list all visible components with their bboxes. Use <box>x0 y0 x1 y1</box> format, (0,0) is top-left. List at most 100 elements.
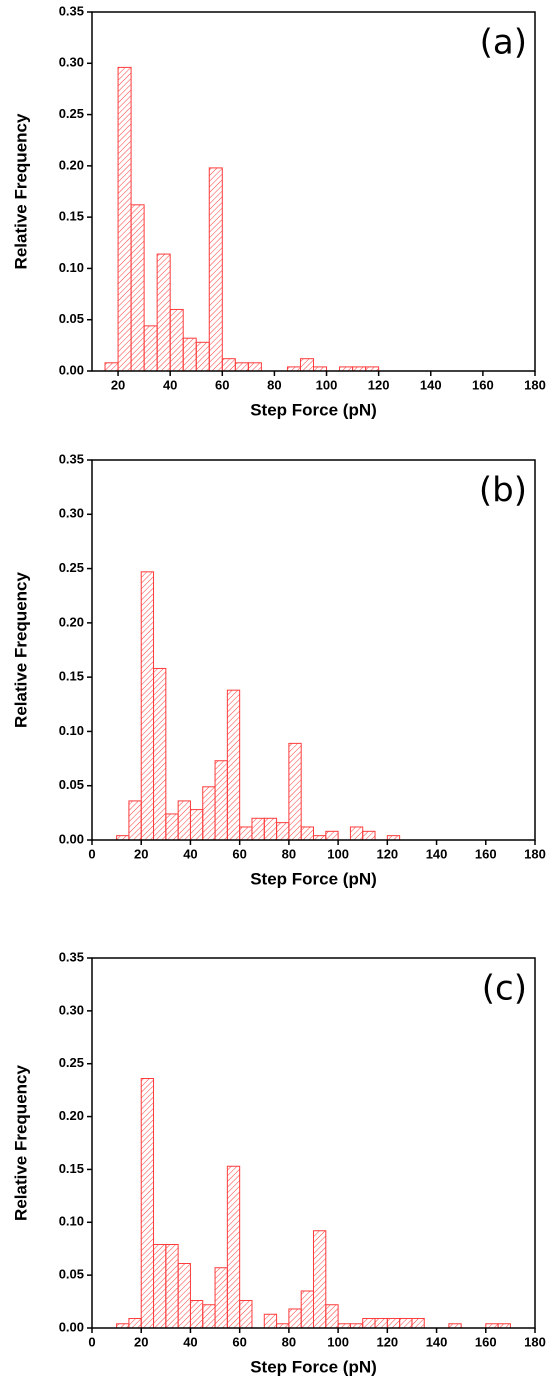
bar <box>143 325 158 372</box>
x-tick-label: 100 <box>327 846 349 861</box>
y-tick-label: 0.25 <box>59 106 84 121</box>
bar <box>208 167 223 372</box>
bar <box>165 813 179 841</box>
x-tick-label: 40 <box>183 846 197 861</box>
bar <box>386 1317 401 1329</box>
bar <box>362 830 376 841</box>
x-tick-label: 60 <box>232 1334 246 1349</box>
y-axis-title: Relative Frequency <box>11 1065 30 1221</box>
y-tick-label: 0.15 <box>59 669 84 684</box>
bar <box>214 1267 228 1329</box>
y-tick-label: 0.30 <box>59 55 84 70</box>
panel-label: (a) <box>480 23 527 63</box>
y-tick-label: 0.35 <box>59 949 84 964</box>
bar <box>313 1230 327 1329</box>
bar <box>153 1243 167 1329</box>
bar <box>182 337 197 372</box>
y-tick-label: 0.00 <box>59 1319 84 1334</box>
y-axis-title: Relative Frequency <box>11 113 30 269</box>
bar <box>276 822 290 841</box>
x-axis-title: Step Force (pN) <box>250 869 377 888</box>
x-tick-label: 140 <box>426 1334 448 1349</box>
bar <box>226 689 241 841</box>
x-tick-label: 80 <box>282 1334 296 1349</box>
bar <box>130 204 145 372</box>
y-tick-label: 0.00 <box>59 831 84 846</box>
bar <box>299 358 314 372</box>
plot-frame <box>91 957 536 1329</box>
bar <box>128 1317 142 1329</box>
x-tick-label: 120 <box>376 1334 398 1349</box>
bar <box>263 1313 278 1329</box>
y-tick-label: 0.30 <box>59 1002 84 1017</box>
bar <box>195 341 210 372</box>
y-tick-label: 0.35 <box>59 3 84 18</box>
x-tick-label: 160 <box>475 846 497 861</box>
bar <box>140 1078 155 1329</box>
panel-label: (c) <box>482 969 527 1009</box>
y-tick-label: 0.30 <box>59 506 84 521</box>
x-tick-label: 60 <box>215 377 229 392</box>
bar <box>288 742 302 841</box>
y-tick-label: 0.15 <box>59 209 84 224</box>
x-tick-label: 180 <box>524 1334 546 1349</box>
bar <box>156 253 171 372</box>
x-tick-label: 20 <box>111 377 125 392</box>
bar <box>399 1317 413 1329</box>
bar <box>263 817 278 841</box>
bar <box>202 786 216 841</box>
bar <box>362 1317 376 1329</box>
x-tick-label: 100 <box>316 377 338 392</box>
bar <box>104 362 119 372</box>
x-tick-label: 60 <box>232 846 246 861</box>
y-tick-label: 0.05 <box>59 1267 84 1282</box>
bar <box>251 817 265 841</box>
x-tick-label: 40 <box>183 1334 197 1349</box>
y-tick-label: 0.25 <box>59 560 84 575</box>
bar <box>117 66 132 372</box>
y-tick-label: 0.10 <box>59 723 84 738</box>
x-tick-label: 0 <box>88 846 95 861</box>
plot-frame <box>91 459 536 841</box>
bar <box>177 800 191 841</box>
bar <box>325 830 339 841</box>
bar <box>140 571 155 841</box>
x-tick-label: 80 <box>267 377 281 392</box>
y-axis-title: Relative Frequency <box>11 572 30 728</box>
bar <box>325 1304 339 1329</box>
bar <box>374 1317 388 1329</box>
x-tick-label: 120 <box>376 846 398 861</box>
bar <box>349 826 364 841</box>
bar <box>288 1308 302 1329</box>
y-tick-label: 0.10 <box>59 1214 84 1229</box>
y-tick-label: 0.00 <box>59 362 84 377</box>
y-tick-label: 0.10 <box>59 260 84 275</box>
y-tick-label: 0.05 <box>59 311 84 326</box>
bar <box>411 1317 425 1329</box>
x-tick-label: 20 <box>134 846 148 861</box>
bar <box>239 826 253 841</box>
bar <box>169 308 184 372</box>
y-tick-label: 0.25 <box>59 1055 84 1070</box>
bar <box>189 1300 204 1329</box>
x-tick-label: 180 <box>524 846 546 861</box>
y-tick-label: 0.20 <box>59 614 84 629</box>
x-axis-title: Step Force (pN) <box>250 1357 377 1376</box>
y-tick-label: 0.20 <box>59 1108 84 1123</box>
plot-frame <box>91 11 536 372</box>
bar <box>300 1290 315 1329</box>
y-tick-label: 0.35 <box>59 451 84 466</box>
x-tick-label: 20 <box>134 1334 148 1349</box>
x-tick-label: 160 <box>475 1334 497 1349</box>
x-tick-label: 120 <box>368 377 390 392</box>
x-axis-title: Step Force (pN) <box>250 400 377 419</box>
y-tick-label: 0.15 <box>59 1161 84 1176</box>
bar <box>153 667 167 841</box>
x-tick-label: 140 <box>420 377 442 392</box>
bar <box>247 362 262 372</box>
x-tick-label: 160 <box>472 377 494 392</box>
bar <box>128 800 142 841</box>
bar <box>214 760 228 841</box>
bar <box>226 1165 241 1329</box>
bar <box>202 1304 216 1329</box>
